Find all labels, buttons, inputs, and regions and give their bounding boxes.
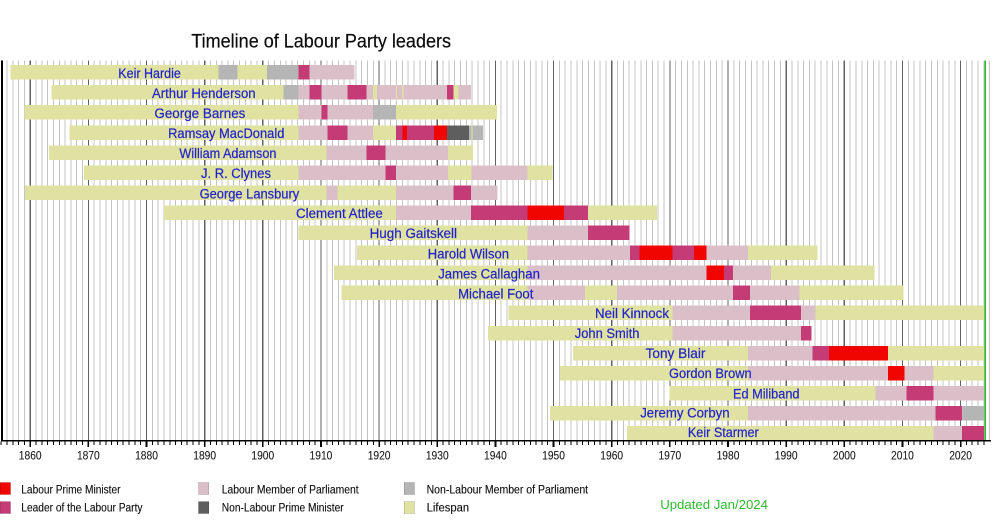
- svg-text:1910: 1910: [310, 448, 333, 462]
- svg-text:Arthur Henderson: Arthur Henderson: [152, 86, 256, 102]
- svg-text:2010: 2010: [891, 448, 914, 462]
- svg-text:Keir Hardie: Keir Hardie: [118, 66, 181, 82]
- svg-text:George Lansbury: George Lansbury: [200, 186, 300, 202]
- svg-text:Ramsay MacDonald: Ramsay MacDonald: [168, 126, 284, 142]
- svg-text:Tony Blair: Tony Blair: [646, 346, 706, 362]
- svg-text:Gordon Brown: Gordon Brown: [669, 366, 752, 382]
- svg-text:1990: 1990: [775, 448, 798, 462]
- svg-text:Neil Kinnock: Neil Kinnock: [595, 306, 670, 322]
- svg-text:1950: 1950: [542, 448, 565, 462]
- svg-text:1920: 1920: [368, 448, 391, 462]
- svg-text:Lifespan: Lifespan: [427, 500, 470, 514]
- svg-text:1860: 1860: [19, 448, 42, 462]
- svg-text:1930: 1930: [426, 448, 449, 462]
- svg-text:J. R. Clynes: J. R. Clynes: [201, 166, 271, 182]
- svg-text:Labour Prime Minister: Labour Prime Minister: [21, 483, 120, 497]
- svg-text:George Barnes: George Barnes: [154, 106, 245, 122]
- svg-text:Labour Member of Parliament: Labour Member of Parliament: [222, 483, 359, 497]
- svg-text:Updated Jan/2024: Updated Jan/2024: [660, 497, 768, 512]
- svg-text:James Callaghan: James Callaghan: [438, 266, 540, 282]
- svg-text:1900: 1900: [251, 448, 274, 462]
- svg-text:Michael Foot: Michael Foot: [458, 287, 533, 303]
- svg-text:William Adamson: William Adamson: [179, 146, 276, 162]
- svg-text:1970: 1970: [658, 448, 681, 462]
- svg-text:1980: 1980: [717, 448, 740, 462]
- svg-text:Non-Labour Member of Parliamen: Non-Labour Member of Parliament: [427, 483, 589, 497]
- svg-text:1870: 1870: [77, 448, 100, 462]
- svg-text:John Smith: John Smith: [575, 326, 640, 342]
- svg-text:Hugh Gaitskell: Hugh Gaitskell: [370, 226, 457, 242]
- svg-text:Timeline of Labour Party leade: Timeline of Labour Party leaders: [191, 30, 451, 52]
- svg-text:Leader of the Labour Party: Leader of the Labour Party: [21, 500, 143, 514]
- svg-text:1890: 1890: [193, 448, 216, 462]
- svg-text:1940: 1940: [484, 448, 507, 462]
- svg-text:Ed Miliband: Ed Miliband: [733, 386, 800, 402]
- svg-text:Clement Attlee: Clement Attlee: [296, 206, 383, 222]
- svg-text:Non-Labour Prime Minister: Non-Labour Prime Minister: [222, 500, 344, 514]
- svg-text:1880: 1880: [135, 448, 158, 462]
- svg-text:2000: 2000: [833, 448, 856, 462]
- svg-text:2020: 2020: [949, 448, 972, 462]
- svg-text:Keir Starmer: Keir Starmer: [688, 425, 759, 441]
- svg-text:1960: 1960: [600, 448, 623, 462]
- svg-text:Harold Wilson: Harold Wilson: [428, 246, 509, 262]
- svg-text:Jeremy Corbyn: Jeremy Corbyn: [640, 406, 729, 422]
